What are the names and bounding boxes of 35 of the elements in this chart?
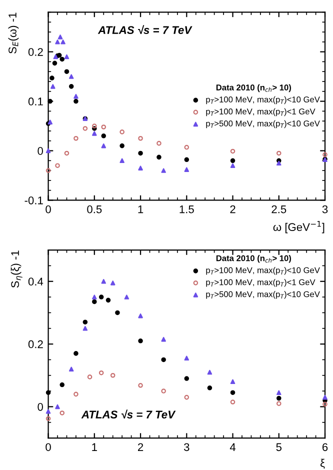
x-tick-label: 1 [138, 205, 144, 214]
x-tick-label: 4 [230, 443, 236, 451]
legend-label: p$_{T}$>100 MeV, max(p$_{T}$)<10 GeV [206, 267, 320, 275]
x-tick-label: 2 [230, 205, 236, 214]
legend-title: Data 2010 (n$_{ch}$> 10) [216, 84, 292, 92]
x-tick-label: 3 [322, 205, 328, 214]
y-tick-label: -0.1 [24, 196, 43, 204]
legend-label: p$_{T}$>500 MeV, max(p$_{T}$)<10 GeV [206, 291, 320, 299]
y-tick-label: 0.2 [28, 48, 43, 56]
y-tick-label: 0.2 [28, 340, 43, 348]
annotation: ATLAS √s = 7 TeV [81, 410, 176, 418]
x-tick-label: 2 [138, 443, 144, 451]
x-tick-label: 0.5 [87, 205, 102, 214]
x-tick-label: 1 [92, 443, 97, 451]
y-axis-title: S$_{η}$(ξ) -1 [10, 250, 22, 288]
annotation: ATLAS √s = 7 TeV [98, 25, 192, 34]
x-axis-title: ω [GeV$^{−1}$] [273, 220, 324, 234]
legend-label: p$_{T}$>500 MeV, max(p$_{T}$)<10 GeV [206, 120, 320, 128]
x-tick-label: 0 [46, 205, 51, 214]
x-tick-label: 0 [46, 443, 51, 452]
x-axis-title: ξ [320, 458, 325, 469]
legend-title: Data 2010 (n$_{ch}$> 10) [216, 255, 292, 263]
x-tick-label: 5 [276, 443, 282, 452]
y-tick-label: 0.4 [28, 278, 44, 286]
legend-label: p$_{T}$>100 MeV, max(p$_{T}$)<10 GeV [206, 96, 320, 104]
legend-label: p$_{T}$>100 MeV, max(p$_{T}$)<1 GeV [206, 279, 316, 287]
x-tick-label: 6 [322, 443, 328, 452]
y-tick-label: 0.1 [28, 98, 43, 106]
x-tick-label: 3 [184, 443, 190, 452]
y-tick-label: 0 [38, 147, 43, 155]
y-axis-title: S$_{E}$(ω) -1 [8, 12, 19, 54]
y-tick-label: 0 [38, 402, 43, 411]
x-tick-label: 2.5 [272, 205, 286, 214]
x-tick-label: 1.5 [180, 205, 194, 214]
legend-label: p$_{T}$>100 MeV, max(p$_{T}$)<1 GeV [206, 108, 316, 116]
